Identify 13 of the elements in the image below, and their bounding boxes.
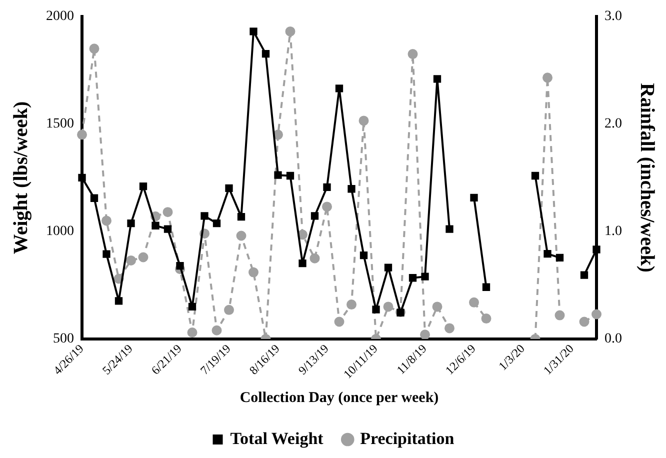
y-tick-label: 500 xyxy=(53,332,74,347)
y2-tick-label: 1.0 xyxy=(604,224,622,240)
legend-label: Total Weight xyxy=(230,428,324,448)
legend-label: Precipitation xyxy=(360,428,455,448)
y-tick-label: 1500 xyxy=(46,116,74,132)
y2-axis-title: Rainfall (inches/week) xyxy=(636,82,658,272)
x-axis-title: Collection Day (once per week) xyxy=(240,390,439,406)
y2-tick-label: 3.0 xyxy=(604,9,622,24)
y-axis-title: Weight (lbs/week) xyxy=(10,101,32,254)
y2-tick-label: 0.0 xyxy=(604,332,622,347)
y-tick-label: 2000 xyxy=(46,9,74,24)
y2-tick-label: 2.0 xyxy=(604,116,622,132)
y-tick-label: 1000 xyxy=(46,224,74,240)
